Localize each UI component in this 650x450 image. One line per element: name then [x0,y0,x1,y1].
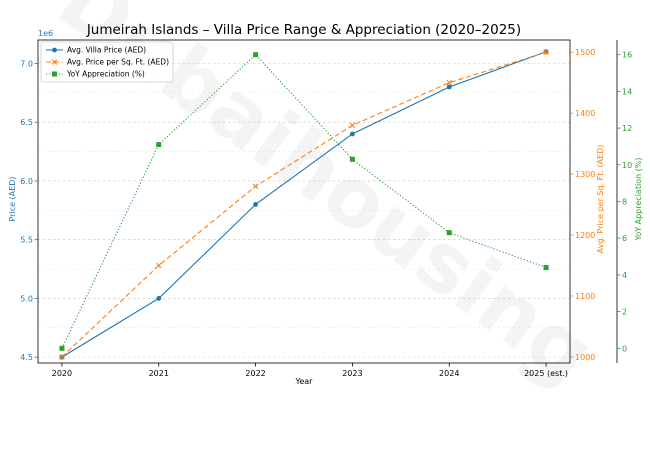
x-tick-label: 2021 [149,369,169,378]
data-point [543,49,549,55]
right2-tick-label: 14 [622,87,632,96]
right2-tick-label: 16 [622,51,632,60]
legend-marker [52,47,57,53]
series-2 [59,49,549,360]
data-point [446,79,453,86]
left-tick-label: 6.5 [20,118,33,127]
x-tick-label: 2025 (est.) [524,369,568,378]
left-axis-label: Price (AED) [8,177,17,222]
right2-tick-label: 6 [622,234,627,243]
right2-tick-label: 2 [622,308,627,317]
data-point [350,131,355,137]
right1-tick-label: 1500 [575,48,595,57]
legend-marker [52,71,57,77]
x-tick-label: 2020 [52,369,72,378]
right2-tick-label: 10 [622,161,632,170]
legend-entry: Avg. Villa Price (AED) [46,46,146,55]
right2-tick-label: 12 [622,124,632,133]
series-3 [59,52,549,351]
chart-title: Jumeirah Islands – Villa Price Range & A… [86,22,521,38]
left-tick-label: 4.5 [20,353,33,362]
series-layer [59,49,549,360]
right1-tick-label: 1000 [575,353,595,362]
data-point [349,156,355,162]
data-point [446,230,452,236]
legend: Avg. Villa Price (AED) Avg. Price per Sq.… [40,41,174,83]
x-tick-label: 2022 [245,369,265,378]
right-axis-1-label: Avg. Price per Sq. Ft. (AED) [596,145,605,254]
right1-tick-label: 1200 [575,231,595,240]
right2-tick-label: 4 [622,271,627,280]
legend-entry: YoY Appreciation (%) [46,70,145,79]
right2-tick-label: 0 [622,344,627,353]
legend-label: Avg. Villa Price (AED) [67,46,146,55]
left-tick-label: 5.0 [20,294,33,303]
data-point [349,122,356,129]
data-point [253,202,258,207]
data-point [253,52,259,58]
legend-entry: Avg. Price per Sq. Ft. (AED) [46,58,169,67]
series-line [61,51,547,358]
x-axis-label: Year [295,377,314,386]
left-axis-offset: 1e6 [38,29,53,38]
series-line [61,51,547,358]
data-point [59,354,65,360]
axes: 2020 2021 2022 2023 2024 2025 (est.) 4.5 5.0 5.5… [20,39,632,378]
right1-tick-label: 1100 [575,292,595,301]
data-point [156,296,162,301]
left-tick-label: 7.0 [20,59,33,68]
legend-label: Avg. Price per Sq. Ft. (AED) [67,58,169,67]
legend-marker [51,59,58,65]
legend-label: YoY Appreciation (%) [66,70,145,79]
x-tick-label: 2024 [439,369,459,378]
left-tick-label: 5.5 [20,236,33,245]
data-point [155,262,162,269]
data-point [446,84,452,90]
data-point [156,142,162,148]
data-point [59,345,65,351]
right-axis-2-label: YoY Appreciation (%) [634,157,643,241]
series-line [61,53,547,349]
legend-box [40,41,174,83]
right1-tick-label: 1400 [575,109,595,118]
x-tick-label: 2023 [342,369,362,378]
right2-tick-label: 8 [622,198,627,207]
right1-tick-label: 1300 [575,170,595,179]
data-point [252,183,259,190]
plot-frame [37,39,571,364]
grid [38,63,570,358]
left-tick-label: 6.0 [20,177,33,186]
data-point [543,265,549,271]
